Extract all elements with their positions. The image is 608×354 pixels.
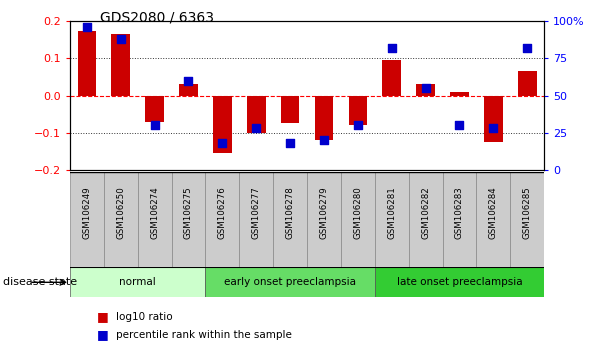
Bar <box>240 172 273 267</box>
Point <box>184 78 193 84</box>
Bar <box>307 172 341 267</box>
Text: GSM106277: GSM106277 <box>252 186 261 239</box>
Bar <box>450 92 469 96</box>
Point <box>285 140 295 146</box>
Point <box>218 140 227 146</box>
Bar <box>409 172 443 267</box>
Text: log10 ratio: log10 ratio <box>116 312 172 322</box>
Text: early onset preeclampsia: early onset preeclampsia <box>224 277 356 287</box>
Text: GSM106275: GSM106275 <box>184 186 193 239</box>
Bar <box>416 84 435 96</box>
Bar <box>104 172 137 267</box>
Point <box>116 36 126 42</box>
Text: GSM106249: GSM106249 <box>82 186 91 239</box>
Bar <box>111 34 130 96</box>
Bar <box>484 96 503 142</box>
Point <box>150 122 159 128</box>
Bar <box>213 96 232 153</box>
Bar <box>510 172 544 267</box>
Text: GSM106285: GSM106285 <box>523 186 532 239</box>
Point <box>455 122 465 128</box>
Text: late onset preeclampsia: late onset preeclampsia <box>396 277 522 287</box>
Bar <box>518 72 536 96</box>
Text: GSM106281: GSM106281 <box>387 186 396 239</box>
Point <box>251 125 261 131</box>
Bar <box>171 172 206 267</box>
Bar <box>281 96 299 124</box>
Bar <box>341 172 375 267</box>
Bar <box>70 172 104 267</box>
Bar <box>206 267 375 297</box>
Point <box>421 85 430 91</box>
Bar <box>70 267 206 297</box>
Bar <box>179 84 198 96</box>
Point <box>353 122 363 128</box>
Point <box>82 24 92 30</box>
Text: ■: ■ <box>97 310 109 323</box>
Bar <box>315 96 333 140</box>
Text: GSM106283: GSM106283 <box>455 186 464 239</box>
Text: GSM106282: GSM106282 <box>421 186 430 239</box>
Text: GSM106278: GSM106278 <box>286 186 295 239</box>
Text: GSM106279: GSM106279 <box>319 186 328 239</box>
Bar <box>78 30 96 96</box>
Point <box>387 45 396 51</box>
Text: GDS2080 / 6363: GDS2080 / 6363 <box>100 11 214 25</box>
Bar <box>375 172 409 267</box>
Text: GSM106284: GSM106284 <box>489 186 498 239</box>
Text: percentile rank within the sample: percentile rank within the sample <box>116 330 291 339</box>
Text: ■: ■ <box>97 328 109 341</box>
Bar <box>348 96 367 125</box>
Bar <box>206 172 240 267</box>
Point <box>319 137 329 143</box>
Text: normal: normal <box>119 277 156 287</box>
Bar <box>247 96 266 133</box>
Text: GSM106276: GSM106276 <box>218 186 227 239</box>
Bar <box>443 172 477 267</box>
Bar <box>137 172 171 267</box>
Bar <box>477 172 510 267</box>
Bar <box>273 172 307 267</box>
Text: GSM106250: GSM106250 <box>116 186 125 239</box>
Text: disease state: disease state <box>3 277 77 287</box>
Point <box>488 125 498 131</box>
Text: GSM106280: GSM106280 <box>353 186 362 239</box>
Bar <box>145 96 164 122</box>
Bar <box>382 60 401 96</box>
Point <box>522 45 532 51</box>
Text: GSM106274: GSM106274 <box>150 186 159 239</box>
Bar <box>375 267 544 297</box>
